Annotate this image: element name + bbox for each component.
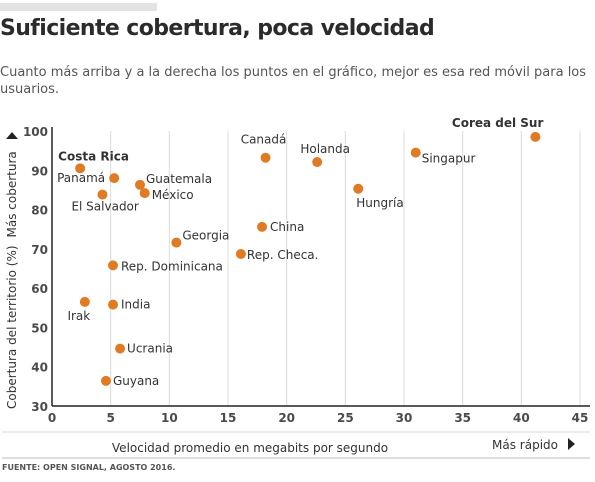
x-tick-label: 0 — [48, 411, 56, 425]
data-points — [75, 131, 541, 386]
point-label: El Salvador — [71, 200, 138, 214]
point-label: Singapur — [422, 152, 476, 166]
data-point — [171, 237, 182, 248]
point-label: Panamá — [57, 171, 105, 185]
chart-title: Suficiente cobertura, poca velocidad — [0, 16, 435, 41]
data-point — [135, 179, 145, 190]
data-point — [312, 157, 323, 168]
axes — [2, 127, 590, 459]
x-tick-label: 10 — [161, 411, 178, 425]
data-point — [75, 163, 86, 174]
x-tick-label: 40 — [513, 411, 530, 425]
point-label: Holanda — [300, 142, 350, 156]
y-axis-label: Cobertura del territorio (%) — [5, 245, 19, 409]
point-label: Corea del Sur — [452, 116, 544, 130]
x-tick-label: 15 — [220, 411, 237, 425]
data-point — [108, 299, 119, 310]
data-point — [97, 189, 108, 200]
y-tick-label: 70 — [31, 243, 48, 257]
x-tick-label: 45 — [572, 411, 589, 425]
point-label: Ucrania — [127, 342, 173, 356]
y-direction-arrow-icon — [6, 132, 18, 139]
x-tick-label: 25 — [337, 411, 354, 425]
point-label: México — [152, 188, 194, 202]
point-labels: Costa Rica Panamá Guatemala México El Salvad… — [57, 116, 543, 388]
y-tick-label: 40 — [31, 361, 48, 375]
data-point — [260, 152, 271, 163]
top-rule — [0, 3, 157, 11]
data-point — [115, 343, 126, 354]
data-point — [257, 221, 268, 232]
y-tick-label: 90 — [31, 164, 48, 178]
chart-subtitle: Cuanto más arriba y a la derecha los pun… — [0, 65, 587, 97]
data-point — [100, 375, 111, 386]
data-point — [109, 173, 120, 184]
point-label: Costa Rica — [58, 149, 129, 163]
y-tick-label: 50 — [31, 321, 48, 335]
x-direction-arrow-icon — [568, 438, 575, 450]
point-label: Rep. Checa. — [247, 248, 319, 262]
data-point — [108, 260, 119, 271]
y-direction-label: Más cobertura — [5, 151, 19, 237]
data-point — [410, 147, 421, 158]
y-tick-label: 80 — [31, 204, 48, 218]
point-label: India — [121, 298, 150, 312]
point-label: Canadá — [241, 133, 287, 147]
point-label: Guatemala — [146, 172, 212, 186]
x-direction-label: Más rápido — [492, 438, 558, 452]
x-tick-label: 35 — [454, 411, 471, 425]
grid-lines — [110, 131, 581, 406]
x-tick-label: 20 — [278, 411, 295, 425]
y-tick-label: 60 — [31, 282, 48, 296]
point-label: Irak — [67, 309, 90, 323]
y-tick-label: 100 — [23, 125, 48, 139]
x-axis-title: Velocidad promedio en megabits por segun… — [112, 441, 388, 455]
y-axis-title: Cobertura del territorio (%) Más cobertur… — [5, 151, 19, 409]
y-tick-label: 30 — [31, 400, 48, 414]
point-label: Hungría — [356, 196, 403, 210]
x-tick-label: 30 — [396, 411, 413, 425]
tick-labels: 0 5 10 15 20 25 30 35 40 45 30 40 50 60 70 80 90 100 — [23, 125, 588, 425]
point-label: Rep. Dominicana — [121, 259, 223, 273]
point-label: Guyana — [113, 374, 159, 388]
source-note: FUENTE: OPEN SIGNAL, AGOSTO 2016. — [2, 463, 176, 472]
x-tick-label: 5 — [106, 411, 114, 425]
point-label: China — [270, 220, 304, 234]
data-point — [530, 131, 541, 142]
data-point — [139, 188, 150, 199]
point-label: Georgia — [182, 229, 229, 243]
data-point — [235, 248, 246, 259]
data-point — [353, 183, 364, 194]
data-point — [79, 296, 90, 307]
